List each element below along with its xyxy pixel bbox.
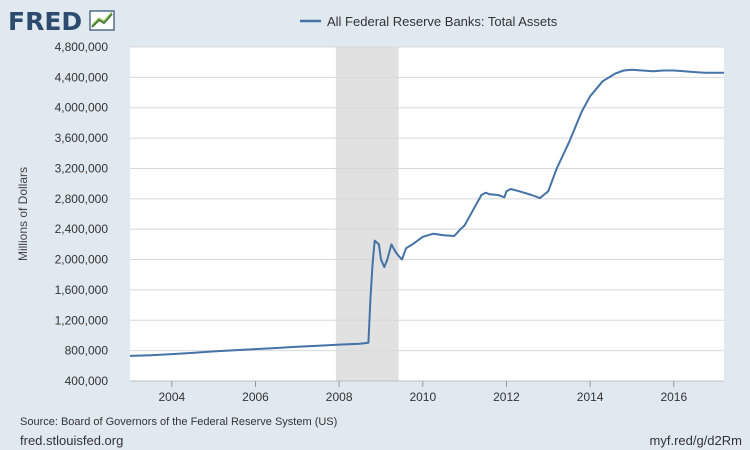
site-link[interactable]: fred.stlouisfed.org [20,433,123,448]
y-tick-label: 4,400,000 [55,70,109,84]
x-tick-label: 2012 [493,390,520,404]
x-tick-label: 2006 [242,390,269,404]
y-tick-label: 800,000 [65,344,109,358]
y-tick-label: 2,000,000 [55,253,109,267]
fred-logo[interactable]: FRED [8,7,115,36]
y-tick-label: 3,200,000 [55,161,109,175]
y-axis-ticks: 400,000 800,000 1,200,000 1,600,000 2,000,00… [55,40,109,388]
y-axis-title: Millions of Dollars [16,167,30,261]
x-tick-label: 2016 [660,390,687,404]
x-tick-label: 2004 [158,390,185,404]
recession-band [335,47,399,381]
plot-area [130,47,724,381]
source-note: Source: Board of Governors of the Federa… [20,416,337,428]
y-tick-label: 3,600,000 [55,131,109,145]
series-line [129,68,724,357]
recession-bands [335,47,399,381]
x-tick-label: 2008 [326,390,353,404]
legend: All Federal Reserve Banks: Total Assets [300,14,558,29]
fred-logo-text: FRED [8,7,82,36]
y-tick-label: 1,200,000 [55,313,109,327]
gridlines [130,46,724,382]
legend-label: All Federal Reserve Banks: Total Assets [327,14,558,29]
y-tick-label: 1,600,000 [55,283,109,297]
y-tick-label: 2,400,000 [55,222,109,236]
series-layer [129,68,724,357]
x-axis-ticks: 2004 2006 2008 2010 2012 2014 2016 [158,381,687,404]
x-tick-label: 2010 [409,390,436,404]
y-tick-label: 4,800,000 [55,40,109,54]
x-tick-label: 2014 [577,390,604,404]
y-tick-label: 2,800,000 [55,192,109,206]
short-url-link[interactable]: myf.red/g/d2Rm [650,433,742,448]
y-tick-label: 4,000,000 [55,101,109,115]
y-tick-label: 400,000 [65,374,109,388]
fred-logo-graph-icon [89,10,115,31]
